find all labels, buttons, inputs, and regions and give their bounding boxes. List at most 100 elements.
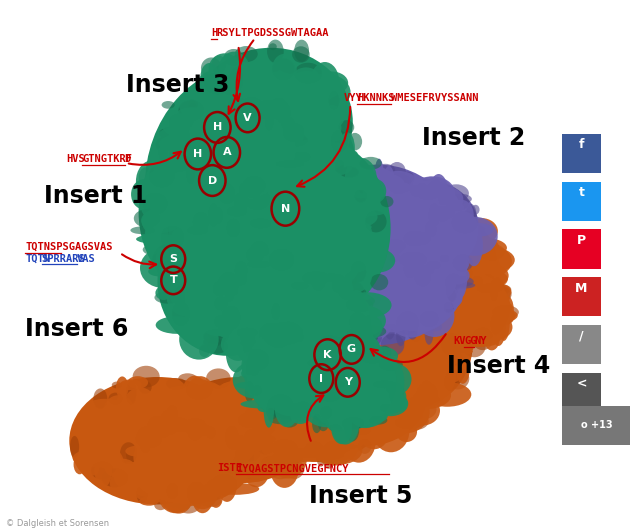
Ellipse shape xyxy=(282,77,330,102)
Ellipse shape xyxy=(238,291,266,324)
Ellipse shape xyxy=(298,331,341,371)
Ellipse shape xyxy=(343,305,386,336)
Ellipse shape xyxy=(332,278,353,294)
Ellipse shape xyxy=(345,365,369,406)
Ellipse shape xyxy=(413,411,423,422)
Ellipse shape xyxy=(401,405,415,416)
Text: KV: KV xyxy=(454,336,466,346)
Ellipse shape xyxy=(348,383,386,393)
Ellipse shape xyxy=(115,396,127,419)
Ellipse shape xyxy=(293,417,336,435)
Ellipse shape xyxy=(431,240,462,280)
Ellipse shape xyxy=(370,171,387,194)
Ellipse shape xyxy=(276,225,314,258)
Ellipse shape xyxy=(241,330,255,346)
Ellipse shape xyxy=(379,346,391,360)
Ellipse shape xyxy=(166,168,206,207)
Ellipse shape xyxy=(264,371,312,393)
Ellipse shape xyxy=(342,381,380,393)
Ellipse shape xyxy=(379,239,406,253)
Ellipse shape xyxy=(243,92,287,131)
Ellipse shape xyxy=(415,209,439,242)
Ellipse shape xyxy=(188,422,203,440)
Ellipse shape xyxy=(370,416,387,425)
Ellipse shape xyxy=(357,336,392,374)
Ellipse shape xyxy=(436,220,457,237)
Ellipse shape xyxy=(178,373,197,383)
Ellipse shape xyxy=(160,444,171,479)
Ellipse shape xyxy=(375,378,403,410)
Text: IYQAGSTPCNGVEGFNCY: IYQAGSTPCNGVEGFNCY xyxy=(236,464,349,473)
Ellipse shape xyxy=(475,311,504,320)
Ellipse shape xyxy=(410,320,421,331)
Ellipse shape xyxy=(411,183,428,204)
Ellipse shape xyxy=(418,191,438,200)
Ellipse shape xyxy=(176,118,190,135)
Ellipse shape xyxy=(384,264,417,292)
Ellipse shape xyxy=(213,281,226,296)
Ellipse shape xyxy=(258,322,307,335)
Ellipse shape xyxy=(181,489,192,509)
Ellipse shape xyxy=(375,289,389,311)
Ellipse shape xyxy=(186,376,215,416)
Ellipse shape xyxy=(396,246,428,267)
Ellipse shape xyxy=(379,174,390,186)
Ellipse shape xyxy=(281,330,300,354)
Ellipse shape xyxy=(466,204,476,226)
Ellipse shape xyxy=(340,415,380,430)
Ellipse shape xyxy=(239,297,272,326)
Ellipse shape xyxy=(318,271,327,293)
Ellipse shape xyxy=(440,255,449,262)
Ellipse shape xyxy=(246,180,261,200)
Ellipse shape xyxy=(372,189,410,218)
Ellipse shape xyxy=(183,145,214,170)
Ellipse shape xyxy=(427,315,467,346)
Ellipse shape xyxy=(308,355,345,389)
Ellipse shape xyxy=(423,221,438,232)
Ellipse shape xyxy=(232,302,254,320)
Ellipse shape xyxy=(298,169,336,185)
Ellipse shape xyxy=(319,355,348,384)
Ellipse shape xyxy=(405,280,440,310)
Ellipse shape xyxy=(287,286,306,299)
Ellipse shape xyxy=(430,297,471,334)
Text: D: D xyxy=(125,155,131,164)
Ellipse shape xyxy=(179,319,219,359)
Ellipse shape xyxy=(411,272,456,298)
Ellipse shape xyxy=(211,224,233,257)
Ellipse shape xyxy=(220,263,263,292)
Ellipse shape xyxy=(275,145,313,162)
Ellipse shape xyxy=(268,329,285,336)
Text: Insert 1: Insert 1 xyxy=(44,184,147,209)
Ellipse shape xyxy=(307,372,324,389)
Ellipse shape xyxy=(276,113,300,152)
Ellipse shape xyxy=(221,382,235,393)
Ellipse shape xyxy=(391,271,439,300)
Ellipse shape xyxy=(207,198,249,227)
Ellipse shape xyxy=(391,253,399,261)
Ellipse shape xyxy=(251,123,284,144)
Ellipse shape xyxy=(430,184,439,193)
Ellipse shape xyxy=(193,381,214,419)
Ellipse shape xyxy=(291,341,319,377)
Ellipse shape xyxy=(192,144,216,168)
Ellipse shape xyxy=(203,330,228,344)
Ellipse shape xyxy=(291,193,329,227)
Text: <: < xyxy=(576,378,587,390)
Ellipse shape xyxy=(352,368,374,401)
Ellipse shape xyxy=(415,275,447,317)
Ellipse shape xyxy=(348,201,398,226)
Ellipse shape xyxy=(353,247,392,269)
Ellipse shape xyxy=(350,215,361,237)
Ellipse shape xyxy=(163,443,193,458)
Ellipse shape xyxy=(196,164,224,189)
Ellipse shape xyxy=(137,418,154,440)
Ellipse shape xyxy=(272,329,322,364)
Ellipse shape xyxy=(304,379,323,396)
Ellipse shape xyxy=(425,300,435,323)
Ellipse shape xyxy=(313,106,329,126)
Ellipse shape xyxy=(377,355,398,378)
Ellipse shape xyxy=(246,322,262,339)
Ellipse shape xyxy=(252,250,275,266)
Ellipse shape xyxy=(215,207,222,224)
